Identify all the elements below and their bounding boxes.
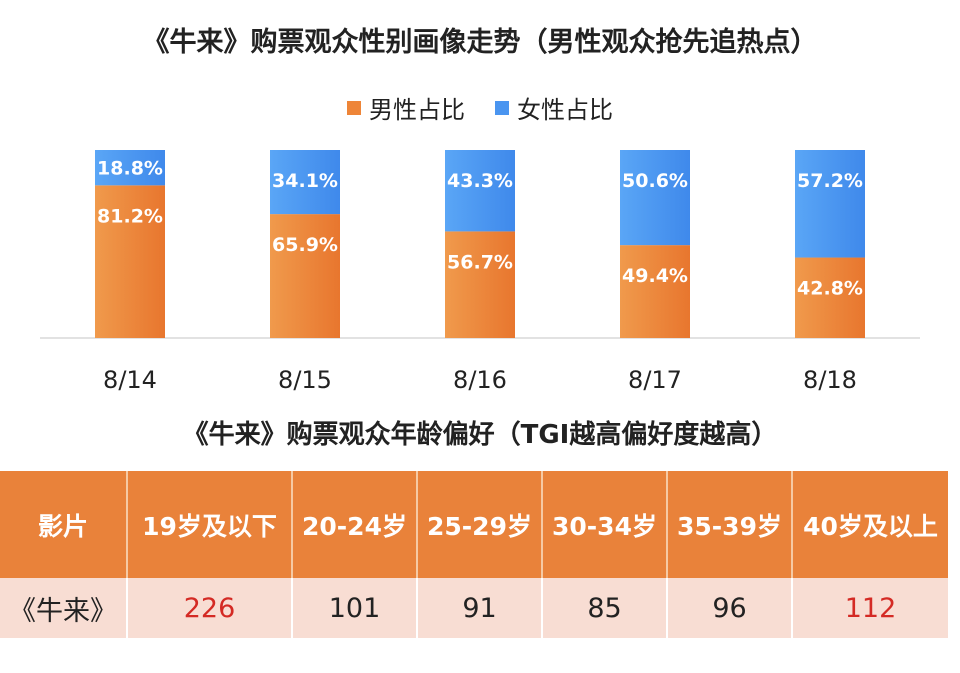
label-male-8/15: 65.9% bbox=[272, 234, 338, 256]
label-female-8/16: 43.3% bbox=[447, 170, 513, 192]
x-tick-8/14: 8/14 bbox=[103, 366, 157, 394]
bar-female-8/14 bbox=[95, 150, 165, 186]
table-header-row: 影片 19岁及以下 20-24岁 25-29岁 30-34岁 35-39岁 40… bbox=[0, 471, 948, 578]
bar-female-8/16 bbox=[445, 150, 515, 232]
label-male-8/18: 42.8% bbox=[797, 278, 863, 300]
x-tick-8/18: 8/18 bbox=[803, 366, 857, 394]
table-title: 《牛来》购票观众年龄偏好（TGI越高偏好度越高） bbox=[182, 420, 778, 450]
x-tick-8/15: 8/15 bbox=[278, 366, 332, 394]
bar-female-8/15 bbox=[270, 150, 340, 215]
cell-tgi-20-24: 101 bbox=[292, 578, 418, 638]
label-male-8/17: 49.4% bbox=[622, 265, 688, 287]
cell-tgi-30-34: 85 bbox=[542, 578, 668, 638]
cell-tgi-19-below: 226 bbox=[127, 578, 293, 638]
legend-swatch-male bbox=[347, 100, 361, 115]
header-age-25-29: 25-29岁 bbox=[417, 471, 543, 578]
label-female-8/14: 18.8% bbox=[97, 158, 163, 180]
cell-tgi-25-29: 91 bbox=[417, 578, 543, 638]
legend-item-female: 女性占比 bbox=[495, 90, 613, 125]
x-tick-labels: 8/14 8/15 8/16 8/17 8/18 bbox=[103, 366, 857, 394]
cell-tgi-35-39: 96 bbox=[667, 578, 793, 638]
label-female-8/18: 57.2% bbox=[797, 170, 863, 192]
header-age-20-24: 20-24岁 bbox=[292, 471, 418, 578]
cell-film-name: 《牛来》 bbox=[0, 578, 128, 638]
legend-item-male: 男性占比 bbox=[347, 90, 465, 125]
legend-label-male: 男性占比 bbox=[369, 96, 465, 124]
bar-male-8/17 bbox=[620, 245, 690, 338]
x-tick-8/16: 8/16 bbox=[453, 366, 507, 394]
bar-female-8/18 bbox=[795, 150, 865, 258]
legend-label-female: 女性占比 bbox=[517, 96, 613, 124]
header-age-35-39: 35-39岁 bbox=[667, 471, 793, 578]
label-female-8/17: 50.6% bbox=[622, 170, 688, 192]
bar-male-8/14 bbox=[95, 185, 165, 338]
header-age-30-34: 30-34岁 bbox=[542, 471, 668, 578]
cell-tgi-40-above: 112 bbox=[792, 578, 948, 638]
label-male-8/16: 56.7% bbox=[447, 251, 513, 273]
header-film: 影片 bbox=[0, 471, 128, 578]
bar-male-8/18 bbox=[795, 257, 865, 338]
label-male-8/14: 81.2% bbox=[97, 205, 163, 227]
stacked-bar-chart: 18.8% 81.2% 34.1% 65.9% 43.3% 56.7% 50.6% 49.4%… bbox=[40, 150, 920, 394]
chart-legend: 男性占比 女性占比 bbox=[0, 90, 960, 125]
label-female-8/15: 34.1% bbox=[272, 170, 338, 192]
bar-male-8/15 bbox=[270, 214, 340, 338]
legend-swatch-female bbox=[495, 100, 509, 115]
header-age-40-above: 40岁及以上 bbox=[792, 471, 948, 578]
table-row: 《牛来》 226 101 91 85 96 112 bbox=[0, 578, 948, 638]
bar-female-8/17 bbox=[620, 150, 690, 246]
bars-group: 18.8% 81.2% 34.1% 65.9% 43.3% 56.7% 50.6% 49.4%… bbox=[95, 150, 865, 338]
age-tgi-table: 影片 19岁及以下 20-24岁 25-29岁 30-34岁 35-39岁 40… bbox=[0, 471, 948, 638]
chart-title: 《牛来》购票观众性别画像走势（男性观众抢先追热点） bbox=[142, 27, 818, 58]
x-tick-8/17: 8/17 bbox=[628, 366, 682, 394]
header-age-19-below: 19岁及以下 bbox=[127, 471, 293, 578]
bar-male-8/16 bbox=[445, 231, 515, 338]
